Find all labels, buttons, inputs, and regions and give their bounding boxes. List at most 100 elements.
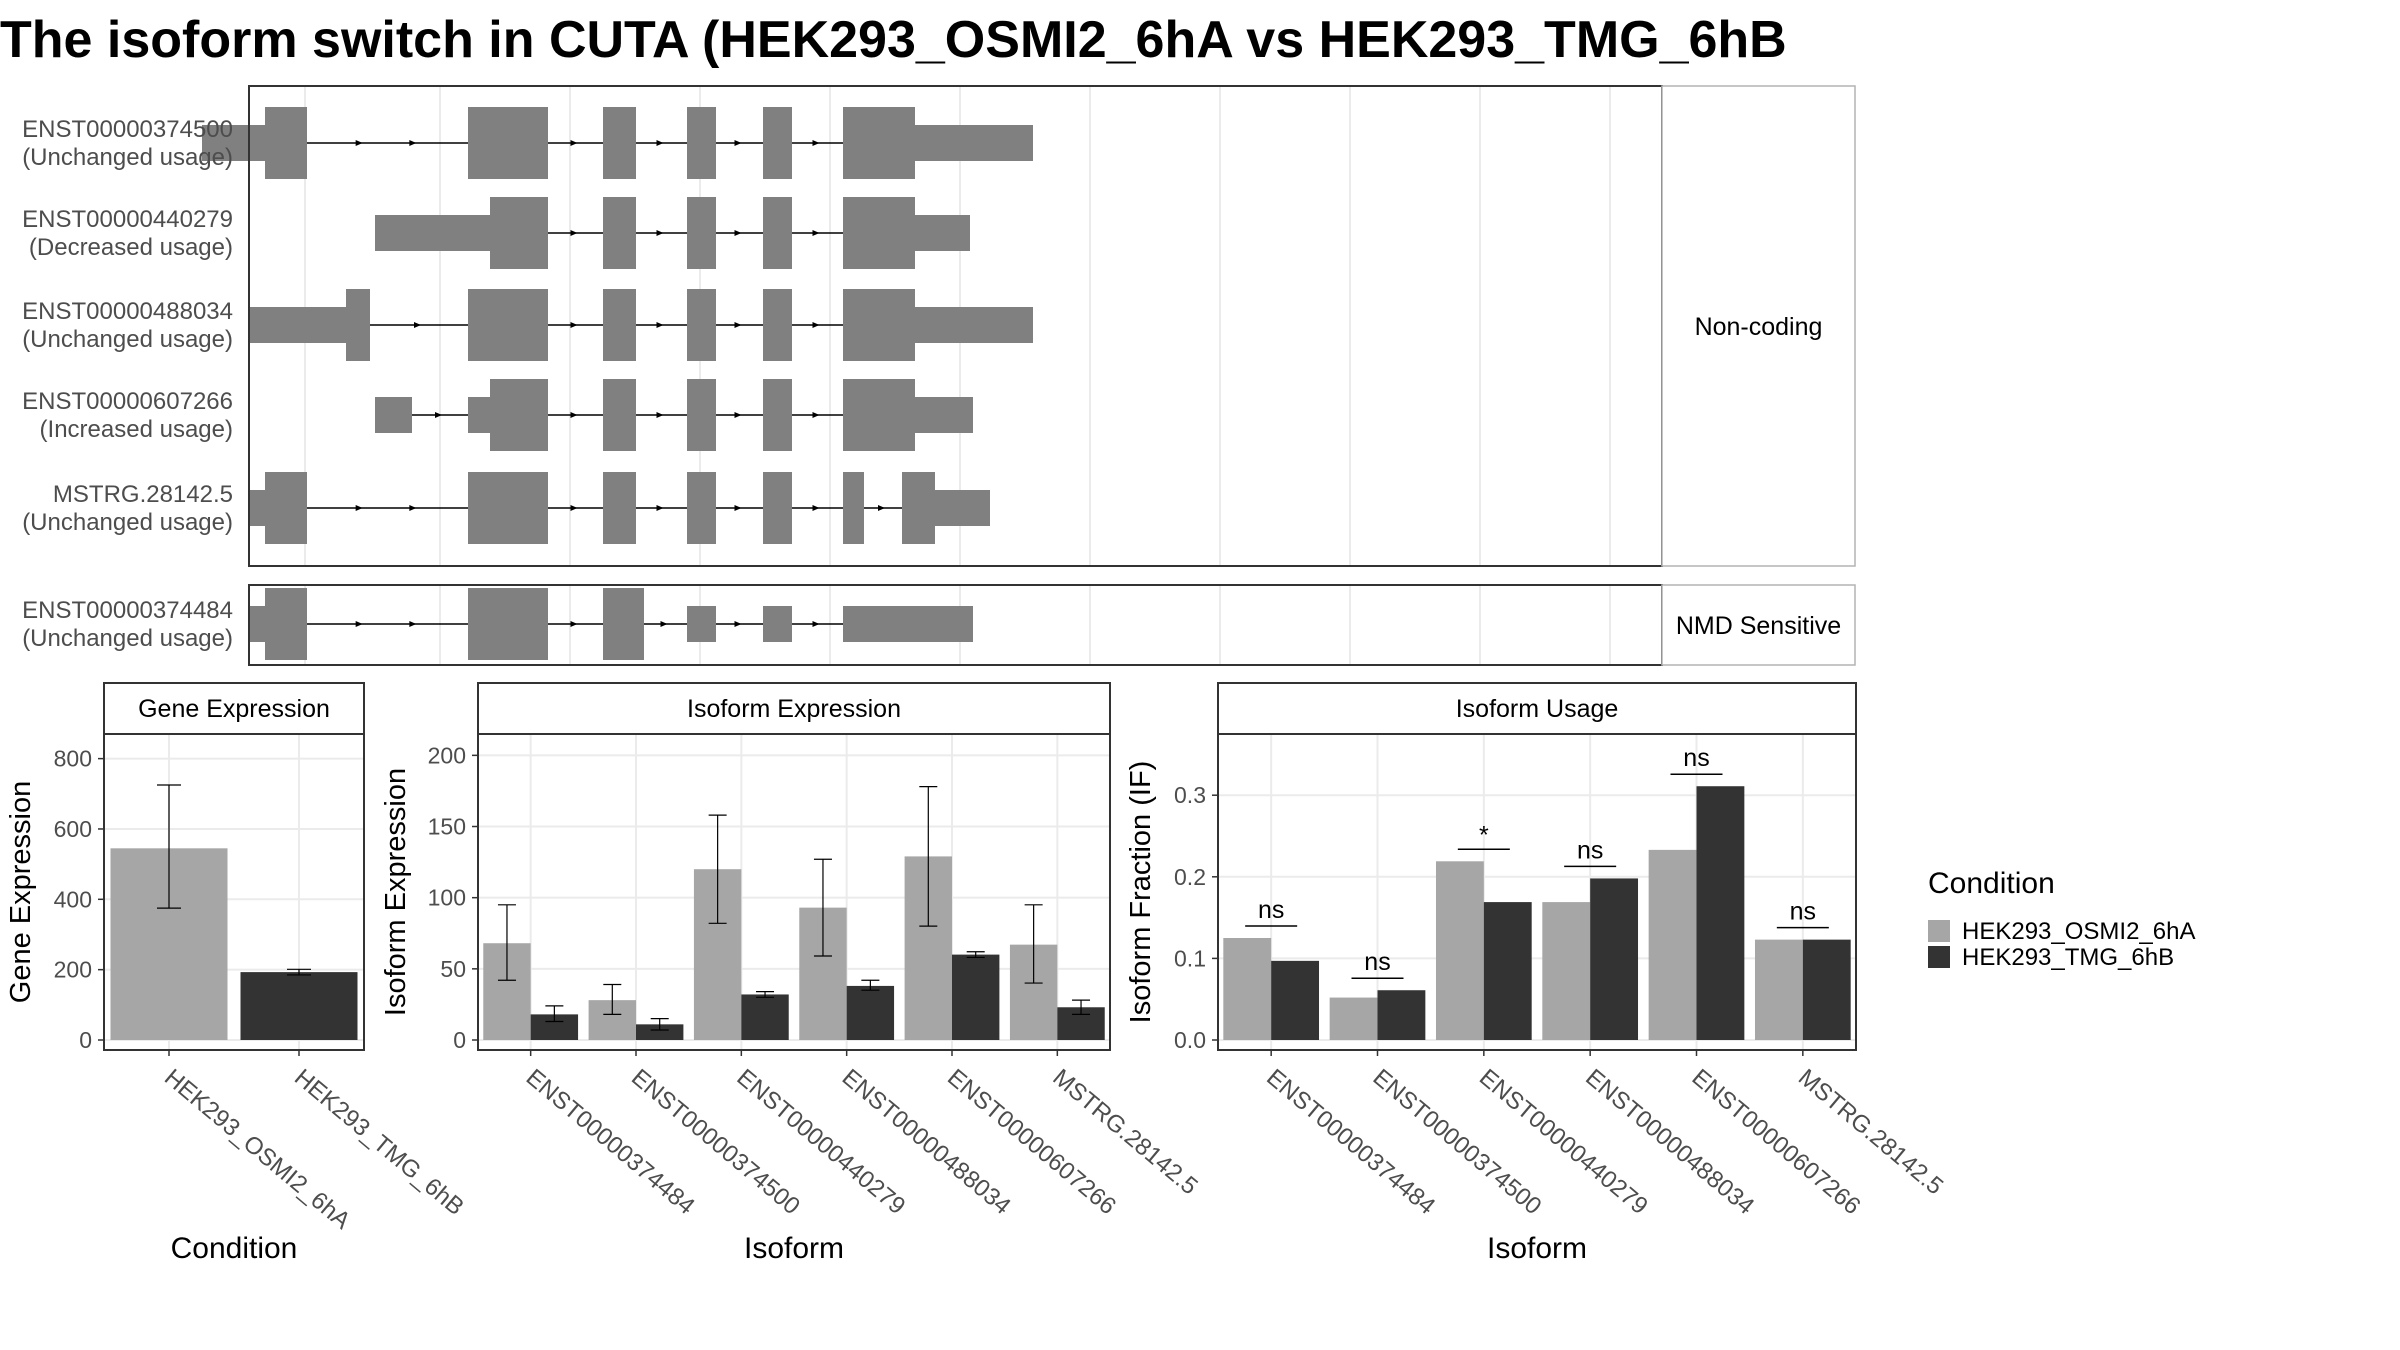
bar <box>1802 939 1851 1040</box>
utr-exon <box>687 606 716 642</box>
intron-arrow <box>734 412 742 418</box>
bar-panel-2: Isoform Usage0.00.10.20.3nsns*nsnsnsENST… <box>1125 682 1948 1265</box>
coding-exon <box>763 289 792 361</box>
intron-arrow <box>656 140 664 146</box>
utr-exon <box>763 606 792 642</box>
coding-exon <box>843 197 915 269</box>
y-tick-label: 0.3 <box>1174 782 1206 808</box>
intron-arrow <box>570 322 578 328</box>
coding-exon <box>843 472 864 544</box>
coding-exon <box>265 107 307 179</box>
y-axis-label: Gene Expression <box>5 781 37 1003</box>
y-tick-label: 400 <box>54 886 92 912</box>
legend-swatch <box>1928 920 1950 942</box>
y-tick-label: 50 <box>440 956 466 982</box>
significance-label: ns <box>1364 948 1390 976</box>
significance-label: * <box>1479 821 1489 849</box>
bar <box>1329 997 1378 1040</box>
bar <box>1590 878 1639 1040</box>
coding-exon <box>843 107 915 179</box>
coding-exon <box>603 107 636 179</box>
coding-exon <box>763 379 792 451</box>
utr-exon <box>843 606 973 642</box>
bar <box>1483 902 1532 1040</box>
expression-plots: Gene Expression0200400600800HEK293_OSMI2… <box>5 682 1948 1265</box>
intron-arrow <box>656 412 664 418</box>
coding-exon <box>468 588 548 660</box>
intron-arrow <box>812 322 820 328</box>
isoform-id-label: MSTRG.28142.5 <box>53 481 233 508</box>
bar <box>741 994 789 1040</box>
coding-exon <box>346 289 370 361</box>
intron-arrow <box>570 140 578 146</box>
y-tick-label: 0.0 <box>1174 1027 1206 1053</box>
facet-strip-label: Isoform Usage <box>1456 695 1619 723</box>
legend-swatch <box>1928 946 1950 968</box>
bar <box>1542 902 1591 1040</box>
intron-arrow <box>734 230 742 236</box>
intron-arrow <box>734 505 742 511</box>
intron-arrow <box>660 621 668 627</box>
bar <box>1754 939 1803 1040</box>
legend-item-label: HEK293_OSMI2_6hA <box>1962 918 2195 945</box>
isoform-status-label: (Unchanged usage) <box>22 144 233 171</box>
utr-exon <box>248 490 265 526</box>
intron-arrow <box>570 412 578 418</box>
intron-arrow <box>656 230 664 236</box>
bar <box>952 954 1000 1040</box>
bar <box>240 972 358 1040</box>
coding-exon <box>687 107 716 179</box>
utr-exon <box>375 397 412 433</box>
significance-label: ns <box>1683 744 1709 772</box>
plot-background <box>478 734 1110 1050</box>
utr-exon <box>375 215 490 251</box>
isoform-id-label: ENST00000440279 <box>22 206 233 233</box>
intron-arrow <box>734 140 742 146</box>
isoform-status-label: (Increased usage) <box>40 416 233 443</box>
coding-exon <box>265 588 307 660</box>
coding-exon <box>603 289 636 361</box>
y-axis-label: Isoform Fraction (IF) <box>1125 761 1157 1024</box>
isoform-id-label: ENST00000488034 <box>22 298 233 325</box>
facet-strip <box>1661 85 1856 567</box>
coding-exon <box>468 107 548 179</box>
intron-arrow <box>409 140 417 146</box>
y-tick-label: 600 <box>54 816 92 842</box>
facet-strip <box>1661 584 1856 666</box>
facet-strip-label: Isoform Expression <box>687 695 901 723</box>
intron-arrow <box>435 412 442 418</box>
utr-exon <box>935 490 990 526</box>
coding-exon <box>687 472 716 544</box>
plot-border <box>103 733 365 1051</box>
isoform-id-label: ENST00000607266 <box>22 388 233 415</box>
isoform-id-label: ENST00000374500 <box>22 116 233 143</box>
y-tick-label: 800 <box>54 746 92 772</box>
intron-arrow <box>570 621 578 627</box>
coding-exon <box>687 289 716 361</box>
utr-exon <box>202 125 265 161</box>
intron-arrow <box>812 621 820 627</box>
y-tick-label: 100 <box>428 885 466 911</box>
coding-exon <box>687 197 716 269</box>
bar <box>1271 960 1320 1040</box>
bar <box>1648 849 1697 1040</box>
legend-title: Condition <box>1928 867 2055 900</box>
utr-exon <box>915 125 1033 161</box>
intron-arrow <box>812 230 820 236</box>
intron-arrow <box>734 621 742 627</box>
x-axis-label: Isoform <box>1487 1232 1587 1265</box>
plot-border <box>477 733 1111 1051</box>
coding-exon <box>902 472 935 544</box>
facet-strip <box>1217 682 1857 735</box>
facet-strip <box>103 682 365 735</box>
coding-exon <box>843 289 915 361</box>
isoform-status-label: (Unchanged usage) <box>22 509 233 536</box>
intron-arrow <box>570 505 578 511</box>
coding-exon <box>265 472 307 544</box>
coding-exon <box>603 379 636 451</box>
utr-exon <box>915 397 973 433</box>
intron-arrow <box>656 322 664 328</box>
y-tick-label: 0 <box>453 1027 466 1053</box>
x-axis-label: Isoform <box>744 1232 844 1265</box>
y-tick-label: 0 <box>79 1027 92 1053</box>
